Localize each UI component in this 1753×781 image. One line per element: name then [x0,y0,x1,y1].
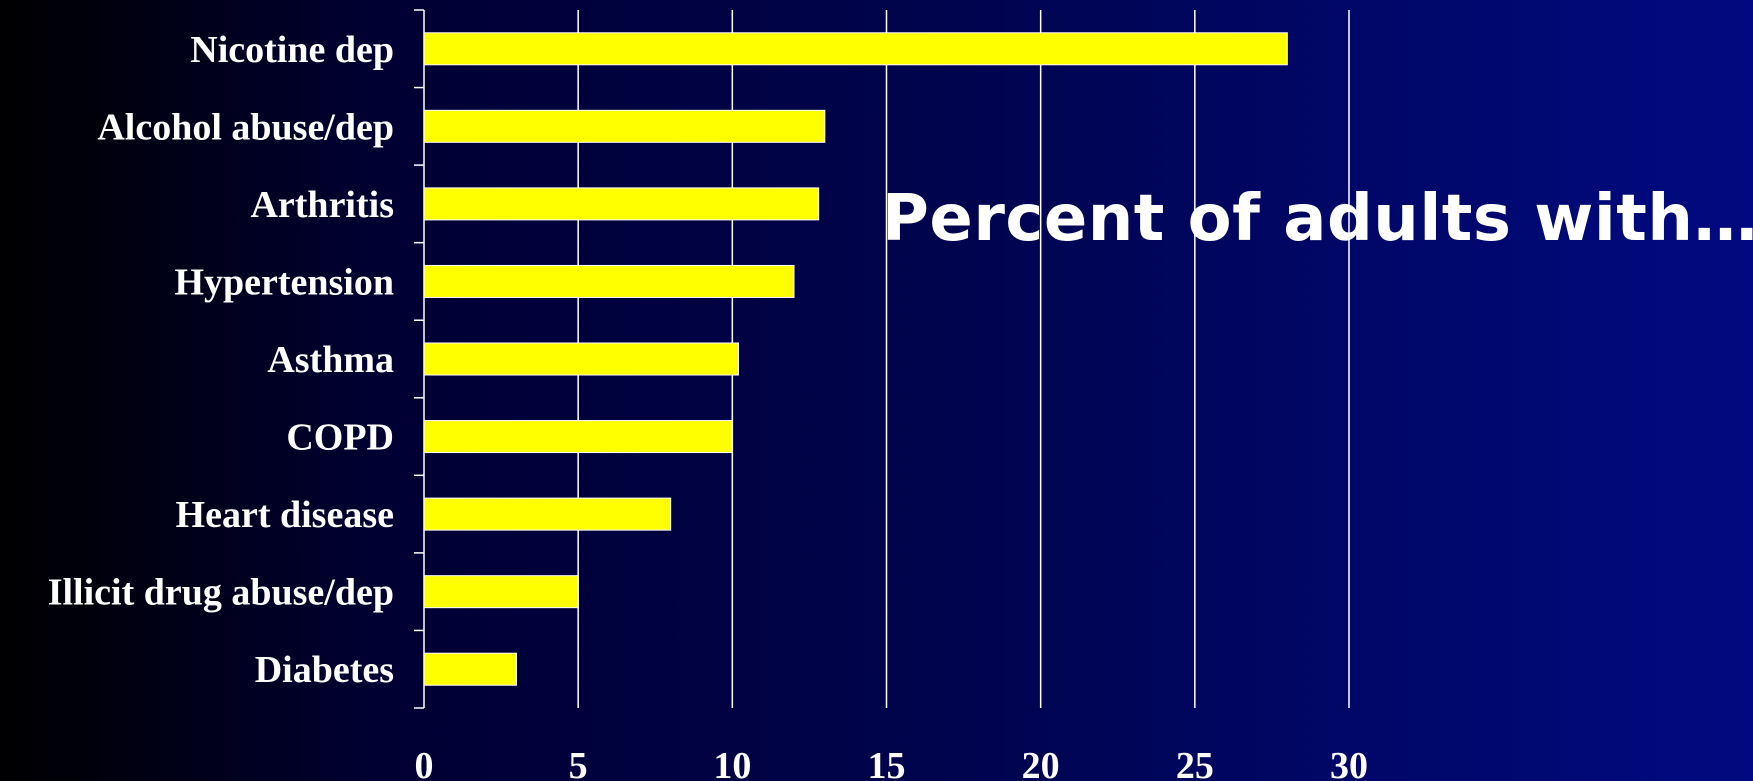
category-label: Illicit drug abuse/dep [48,572,394,614]
x-tick-labels: 0 5 10 15 20 25 30 [415,745,1369,781]
category-label: Nicotine dep [190,29,394,71]
bar-hypertension [423,264,795,298]
x-tick-label-10: 10 [713,745,751,781]
bar-alcohol-abuse-dep [423,109,826,143]
bars [423,32,1288,686]
category-label: Heart disease [176,494,394,536]
x-tick-label-25: 25 [1176,745,1214,781]
bar-heart-disease [423,497,672,531]
bar-illicit-drug-abuse-dep [423,575,579,609]
x-tick-label-30: 30 [1330,745,1368,781]
category-label: Alcohol abuse/dep [97,106,394,148]
bar-asthma [423,342,739,376]
category-label: Arthritis [250,184,394,226]
x-tick-label-20: 20 [1022,745,1060,781]
y-axis [414,9,425,709]
category-label: Diabetes [255,649,394,691]
x-tick-label-5: 5 [569,745,588,781]
bar-diabetes [423,652,517,686]
category-label: COPD [286,417,394,459]
x-tick-label-0: 0 [415,745,434,781]
bar-copd [423,420,733,454]
category-labels: Nicotine dep Alcohol abuse/dep Arthritis Hy… [48,29,394,691]
x-tick-label-15: 15 [868,745,906,781]
bar-arthritis [423,187,820,221]
category-label: Hypertension [174,261,394,303]
bar-nicotine-dep [423,32,1288,66]
chart-title: Percent of adults with… [882,182,1753,256]
category-label: Asthma [267,339,394,381]
